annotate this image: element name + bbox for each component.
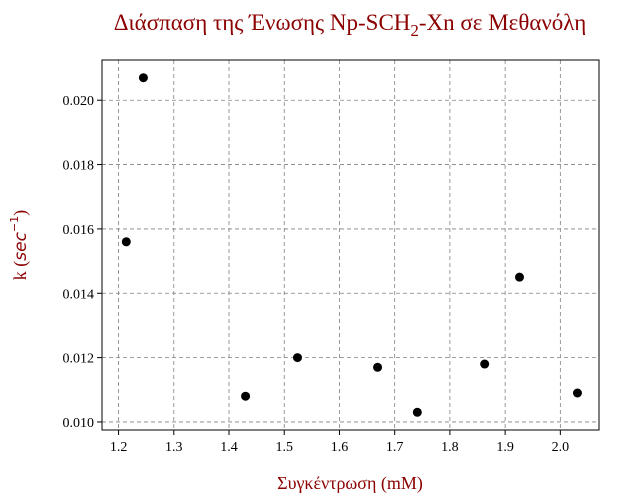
chart-title-suffix: -Xn σε Μεθανόλη [419, 10, 586, 35]
data-point [292, 353, 302, 363]
y-tick-label: 0.016 [63, 223, 95, 238]
data-point [373, 362, 383, 372]
x-tick-label: 1.3 [165, 440, 183, 455]
data-points [121, 73, 582, 417]
chart-title-main: Διάσπαση της Ένωσης Np-SCH [114, 10, 411, 35]
y-tick-label: 0.018 [63, 159, 95, 174]
x-tick-label: 1.5 [275, 440, 293, 455]
data-point [138, 73, 148, 83]
y-axis-label-exponent: −1 [8, 216, 21, 232]
x-tick-label: 1.4 [220, 440, 238, 455]
x-tick-label: 1.6 [331, 440, 349, 455]
data-point [514, 272, 524, 282]
x-tick-label: 1.7 [386, 440, 404, 455]
x-tick-label: 2.0 [552, 440, 570, 455]
y-tick-label: 0.010 [63, 416, 95, 431]
y-axis-label-suffix: ) [10, 210, 31, 216]
chart-title-subscript: 2 [410, 21, 419, 40]
data-point [241, 391, 251, 401]
data-point [480, 359, 490, 369]
x-axis-ticks: 1.2 1.3 1.4 1.5 1.6 1.7 1.8 1.9 2.0 [110, 430, 569, 455]
y-tick-label: 0.020 [63, 94, 95, 109]
y-axis-label: k (sec−1) [8, 210, 31, 280]
x-tick-label: 1.2 [110, 440, 128, 455]
plot-frame [101, 59, 600, 431]
y-tick-label: 0.012 [63, 352, 95, 367]
x-tick-label: 1.8 [441, 440, 459, 455]
data-point [412, 407, 422, 417]
y-axis-label-prefix: k ( [10, 261, 31, 281]
y-axis-ticks: 0.010 0.012 0.014 0.016 0.018 0.020 [63, 94, 102, 431]
grid-lines [102, 60, 599, 430]
data-point [121, 237, 131, 247]
x-axis-label: Συγκέντρωση (mM) [277, 473, 423, 494]
chart-title: Διάσπαση της Ένωσης Np-SCH2-Xn σε Μεθανό… [114, 10, 587, 40]
y-axis-label-math: sec [11, 231, 31, 260]
x-tick-label: 1.9 [496, 440, 514, 455]
y-tick-label: 0.014 [63, 287, 95, 302]
data-point [572, 388, 582, 398]
